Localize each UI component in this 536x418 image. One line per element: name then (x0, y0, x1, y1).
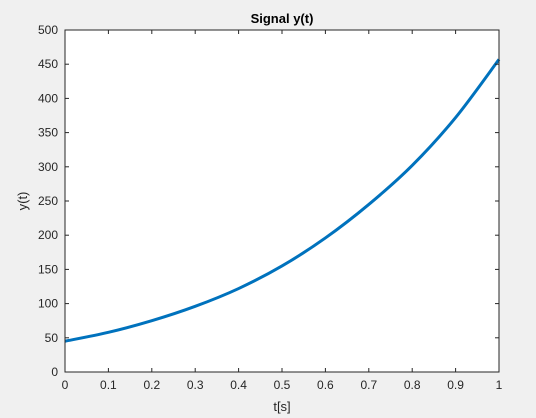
x-tick-label: 0.5 (274, 378, 291, 392)
x-tick-label: 0.3 (187, 378, 204, 392)
x-tick-label: 0.2 (143, 378, 160, 392)
x-tick-label: 0.8 (404, 378, 421, 392)
series-layer (64, 58, 501, 343)
x-tick-label: 0.7 (360, 378, 377, 392)
x-axis-label: t[s] (273, 399, 290, 414)
y-tick-label: 300 (38, 160, 58, 174)
x-tick-label: 0.4 (230, 378, 247, 392)
y-tick-label: 150 (38, 262, 58, 276)
x-tick-label: 0 (62, 378, 69, 392)
x-tick-label: 1 (496, 378, 503, 392)
x-tick-label: 0.6 (317, 378, 334, 392)
y-tick-label: 400 (38, 91, 58, 105)
y-tick-label: 500 (38, 23, 58, 37)
y-tick-label: 450 (38, 57, 58, 71)
y-tick-label: 250 (38, 194, 58, 208)
y-tick-label: 100 (38, 297, 58, 311)
y-tick-label: 200 (38, 228, 58, 242)
series-line-0 (64, 58, 501, 343)
axes-layer: 0 0.1 0.2 0.3 0.4 0.5 0.6 0.7 0.8 0.9 1 0 50 100 150 20… (38, 23, 503, 392)
y-tick-label: 0 (51, 365, 58, 379)
y-tick-label: 350 (38, 126, 58, 140)
chart-title: Signal y(t) (251, 11, 314, 26)
y-tick-label: 50 (45, 331, 59, 345)
x-tick-label: 0.9 (447, 378, 464, 392)
plot-area (65, 30, 499, 372)
x-tick-label: 0.1 (100, 378, 117, 392)
y-axis-label: y(t) (15, 192, 30, 211)
